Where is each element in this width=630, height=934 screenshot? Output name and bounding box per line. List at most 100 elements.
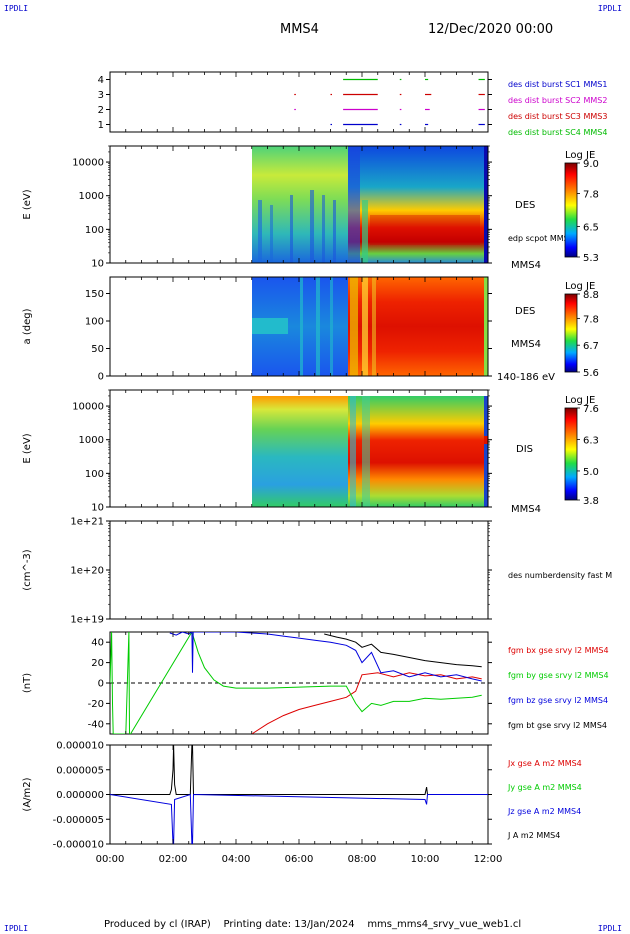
series-line [251, 672, 482, 734]
fgm-series [110, 632, 482, 734]
des-pitch-angle-spectrogram-y-label: a (deg) [22, 308, 33, 344]
colorbar-gradient [564, 293, 578, 373]
current-legend-entry: J A m2 MMS4 [507, 831, 560, 840]
current-legend-entry: Jz gse A m2 MMS4 [507, 807, 581, 816]
y-tick-label: 150 [85, 289, 104, 300]
y-tick-label: -20 [88, 699, 104, 710]
header-datetime: 12/Dec/2020 00:00 [428, 22, 554, 37]
time-tick-label: 02:00 [159, 854, 188, 865]
colorbar-tick-label: 6.3 [583, 435, 599, 446]
dis-energy-below-label: MMS4 [511, 504, 541, 515]
y-tick-label: 1e+20 [70, 566, 104, 577]
fgm-legend-entry: fgm by gse srvy l2 MMS4 [508, 671, 609, 680]
des-energy-spectrogram-y-axis: 10 100 1000 10000 E (eV) [22, 145, 492, 270]
series-line [110, 632, 482, 734]
panel-burst: des dist burst SC1 MMS1 des dist burst SC… [109, 71, 607, 137]
y-tick-label: 100 [85, 469, 104, 480]
panel-density-frame [109, 520, 489, 620]
current-legend-entry: Jy gse A m2 MMS4 [507, 783, 582, 792]
colorbar-tick-label: 7.6 [583, 404, 599, 415]
time-tick-label: 00:00 [96, 854, 125, 865]
current-series [110, 745, 488, 844]
des-pitch-angle-spectrogram-colorbar: Log JE8.8 7.8 6.7 5.6 [564, 281, 599, 379]
density-legend-entry: des numberdensity fast M [508, 571, 612, 580]
fgm-legend-entry: fgm bz gse srvy l2 MMS4 [508, 696, 608, 705]
colorbar-tick-label: 6.5 [583, 223, 599, 234]
corner-mark-bottom-right: IPDLI [597, 924, 622, 933]
y-tick-label: 100 [85, 225, 104, 236]
des-pitch-spectrogram-image [252, 277, 488, 376]
corner-mark-bottom-left: IPDLI [4, 924, 29, 933]
colorbar-tick-label: 9.0 [583, 159, 599, 170]
y-tick-label: 40 [91, 638, 104, 649]
colorbar-tick-label: 5.0 [583, 467, 599, 478]
time-tick-label: 08:00 [348, 854, 377, 865]
panel-burst-frame [109, 71, 489, 133]
time-tick-label: 10:00 [411, 854, 440, 865]
corner-mark-top-right: IPDLI [597, 4, 622, 13]
colorbar-tick-label: 7.8 [583, 314, 599, 325]
current-legend-entry: Jx gse A m2 MMS4 [507, 759, 582, 768]
panel-des-pitch [109, 276, 489, 377]
y-tick-label: 2 [98, 105, 104, 116]
y-tick-label: 3 [98, 90, 104, 101]
current-density-y-label: (A/m2) [22, 777, 33, 811]
colorbar-title: Log JE [565, 395, 595, 406]
burst-marks [294, 78, 485, 126]
y-tick-label: 0 [98, 679, 104, 690]
footer-printing-date: Printing date: 13/Jan/2024 [223, 919, 355, 930]
y-tick-label: 1000 [79, 191, 104, 202]
y-tick-label: 10 [91, 503, 104, 514]
footer: Produced by cl (IRAP) Printing date: 13/… [104, 919, 521, 930]
des-pitch-sub-label: MMS4 [511, 339, 541, 350]
colorbar-tick-label: 3.8 [583, 496, 599, 507]
des-energy-spectrogram-colorbar: Log JE9.0 7.8 6.5 5.3 [564, 150, 599, 264]
y-tick-label: 1e+19 [70, 615, 104, 626]
y-tick-label: 100 [85, 317, 104, 328]
colorbar-tick-label: 5.3 [583, 253, 599, 264]
dis-energy-spectrogram-image [252, 396, 488, 507]
y-tick-label: 1 [98, 120, 104, 131]
colorbar-gradient [564, 162, 578, 258]
fgm-magnetic-field-y-axis: 40 20 0 -20 -40 (nT) [22, 632, 492, 734]
burst-legend-entry: des dist burst SC2 MMS2 [508, 96, 607, 105]
series-line [169, 632, 482, 682]
y-tick-label: 0.000010 [56, 741, 104, 752]
dis-energy-label: DIS [516, 444, 533, 455]
burst-availability-y-axis: 1 2 3 4 [98, 72, 492, 132]
panel-current [109, 744, 489, 845]
des-pitch-angle-spectrogram-y-axis: 0 50 100 150 a (deg) [22, 277, 492, 383]
fgm-legend-entry: fgm bx gse srvy l2 MMS4 [508, 646, 609, 655]
y-tick-label: 1e+21 [70, 517, 104, 528]
des-energy-label: DES [515, 200, 535, 211]
dis-energy-spectrogram-colorbar: Log JE7.6 6.3 5.0 3.8 [564, 395, 599, 507]
colorbar-tick-label: 5.6 [583, 368, 599, 379]
colorbar-tick-label: 6.7 [583, 341, 599, 352]
y-tick-label: 50 [91, 344, 104, 355]
panel-density [109, 520, 489, 620]
des-energy-below-label: MMS4 [511, 260, 541, 271]
fgm-legend-entry: fgm bt gse srvy l2 MMS4 [508, 721, 607, 730]
colorbar-title: Log JE [565, 281, 595, 292]
des-energy-spectrogram-image [252, 146, 488, 263]
colorbar-gradient [564, 407, 578, 501]
y-tick-label: 10000 [72, 402, 104, 413]
burst-legend-entry: des dist burst SC3 MMS3 [508, 112, 607, 121]
des-energy-overlay-label: edp scpot MMS4 [508, 234, 574, 243]
y-tick-label: 10 [91, 259, 104, 270]
colorbar-tick-label: 8.8 [583, 290, 599, 301]
des-pitch-below-label: 140-186 eV [497, 372, 555, 383]
des-pitch-label: DES [515, 306, 535, 317]
y-tick-label: -40 [88, 719, 104, 730]
y-tick-label: 0 [98, 372, 104, 383]
y-tick-label: 4 [98, 75, 104, 86]
series-line [324, 633, 482, 668]
time-tick-label: 06:00 [285, 854, 314, 865]
burst-legend-entry: des dist burst SC1 MMS1 [508, 80, 607, 89]
colorbar-tick-label: 7.8 [583, 189, 599, 200]
footer-filename: mms_mms4_srvy_vue_web1.cl [367, 919, 522, 930]
panel-fgm [109, 631, 489, 735]
